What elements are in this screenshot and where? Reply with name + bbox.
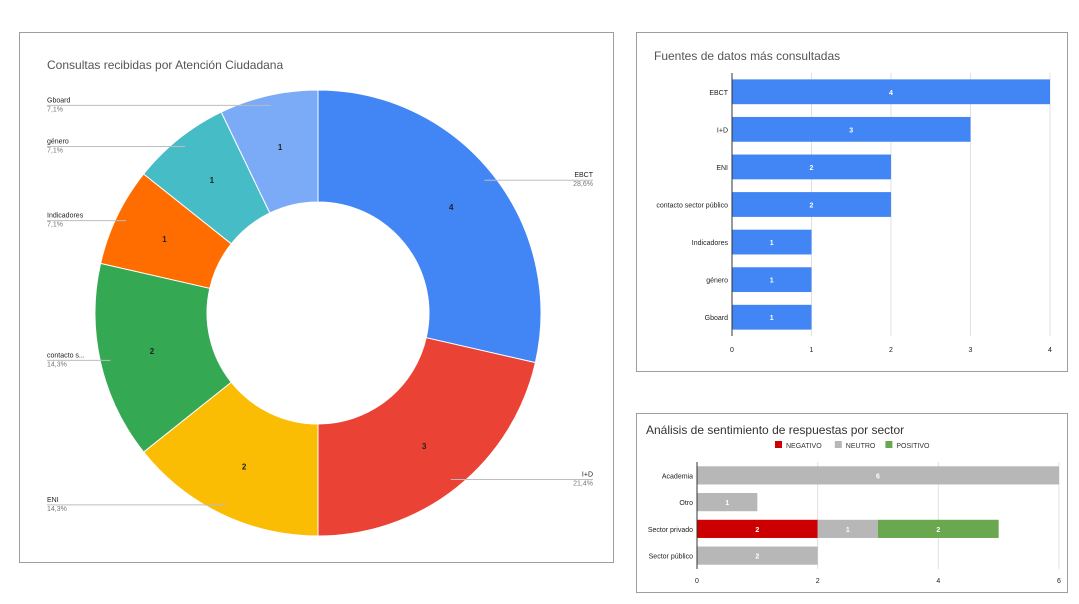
sources-bar-value-label: 2: [810, 203, 814, 210]
sources-category-label: contacto sector público: [656, 203, 728, 210]
sources-bar-value-label: 1: [770, 315, 774, 322]
sentiment-chart-title: Análisis de sentimiento de respuestas po…: [646, 423, 905, 437]
legend-label-neutro: NEUTRO: [846, 443, 876, 450]
legend-label-positivo: POSITIVO: [896, 443, 930, 450]
sentiment-bar-value-label: 1: [725, 500, 729, 507]
sources-x-tick-label: 0: [730, 347, 734, 354]
donut-slice-value-label: 2: [242, 462, 247, 471]
donut-label-name: EBCT: [574, 172, 593, 179]
sources-bar-value-label: 1: [770, 278, 774, 285]
sentiment-bar-value-label: 1: [846, 527, 850, 534]
sentiment-bar-sector-p-blico-neutro: [697, 546, 818, 565]
donut-chart-panel: Consultas recibidas por Atención Ciudada…: [19, 32, 614, 563]
sources-category-label: Gboard: [705, 315, 728, 322]
sources-bar-g-nero: [732, 267, 812, 293]
sources-bar-chart: 0 1 2 3 4 EBCT 4 I+D 3 ENI 2 contacto sector públic…: [656, 73, 1052, 354]
sentiment-bar-sector-privado-negativo: [697, 519, 818, 538]
sentiment-category-label: Sector público: [649, 554, 693, 561]
donut-slice-value-label: 1: [162, 235, 167, 244]
sentiment-x-tick-label: 6: [1057, 578, 1061, 585]
donut-label-name: género: [47, 138, 69, 145]
sentiment-bar-value-label: 2: [755, 527, 759, 534]
sources-bar-contacto-sector-p-blico: [732, 192, 891, 217]
donut-label-percent: 28,6%: [573, 181, 593, 188]
sentiment-bar-value-label: 2: [755, 554, 759, 561]
sources-bar-eni: [732, 154, 891, 180]
sentiment-x-tick-label: 0: [695, 578, 699, 585]
sentiment-stacked-bar-chart: NEGATIVO NEUTRO POSITIVO 0 2 4 6 Academia 6 Otro 1…: [648, 441, 1061, 585]
sentiment-bar-academia-neutro: [697, 466, 1059, 485]
donut-slice-value-label: 3: [422, 442, 427, 451]
legend-label-negativo: NEGATIVO: [786, 443, 822, 450]
donut-slice-value-label: 4: [449, 203, 454, 212]
donut-label-percent: 21,4%: [573, 481, 593, 488]
sources-chart-title: Fuentes de datos más consultadas: [654, 49, 841, 63]
donut-slice-ebct: [317, 89, 542, 364]
donut-slice-value-label: 1: [210, 176, 215, 185]
sources-bar-i-d: [732, 116, 971, 142]
donut-label-name: ENI: [47, 497, 59, 504]
sentiment-x-tick-label: 2: [816, 578, 820, 585]
sources-x-tick-label: 4: [1048, 347, 1052, 354]
sources-x-tick-label: 2: [889, 347, 893, 354]
legend-swatch-negativo: [775, 441, 782, 448]
donut-chart: 4 EBCT 28,6% 3 I+D 21,4% 2 ENI 14,3% 2 contacto s.…: [47, 89, 594, 537]
sentiment-bar-otro-neutro: [697, 493, 758, 512]
sentiment-x-tick-label: 4: [936, 578, 940, 585]
sentiment-bar-value-label: 6: [876, 473, 880, 480]
sentiment-bar-sector-privado-neutro: [817, 519, 878, 538]
donut-label-percent: 7,1%: [47, 106, 63, 113]
sentiment-bar-chart-panel: Análisis de sentimiento de respuestas po…: [636, 413, 1068, 593]
sentiment-bar-sector-privado-positivo: [878, 519, 999, 538]
legend-swatch-positivo: [885, 441, 893, 448]
donut-slice-eni: [142, 381, 319, 537]
donut-slice-value-label: 1: [278, 143, 283, 152]
sources-category-label: EBCT: [709, 90, 728, 97]
donut-label-percent: 7,1%: [47, 147, 63, 154]
sources-bar-value-label: 3: [849, 127, 853, 134]
sources-category-label: Indicadores: [692, 240, 729, 247]
donut-slice-contacto-sector-p-blico: [94, 262, 232, 453]
sentiment-category-label: Sector privado: [648, 527, 693, 534]
sources-bar-value-label: 4: [889, 90, 893, 97]
donut-label-name: contacto s...: [47, 352, 85, 359]
donut-label-percent: 14,3%: [47, 361, 67, 368]
sources-bar-indicadores: [732, 229, 812, 255]
donut-slice-value-label: 2: [150, 347, 155, 356]
donut-label-percent: 14,3%: [47, 506, 67, 513]
sources-bar-ebct: [732, 79, 1050, 105]
sources-category-label: género: [706, 278, 728, 285]
donut-label-name: Gboard: [47, 97, 70, 104]
sentiment-category-label: Otro: [679, 500, 693, 507]
sources-x-tick-label: 1: [810, 347, 814, 354]
sources-bar-gboard: [732, 304, 812, 330]
sentiment-bar-value-label: 2: [936, 527, 940, 534]
sentiment-category-label: Academia: [662, 473, 693, 480]
donut-label-name: Indicadores: [47, 213, 84, 220]
donut-label-name: I+D: [582, 472, 593, 479]
sources-bar-value-label: 2: [810, 165, 814, 172]
sources-bar-chart-panel: Fuentes de datos más consultadas 0 1 2 3 4 EB…: [636, 32, 1068, 372]
donut-slice-i-d: [317, 337, 537, 537]
donut-label-percent: 7,1%: [47, 222, 63, 229]
sources-category-label: I+D: [717, 127, 728, 134]
sources-x-tick-label: 3: [969, 347, 973, 354]
sources-category-label: ENI: [716, 165, 728, 172]
sources-bar-value-label: 1: [770, 240, 774, 247]
donut-chart-title: Consultas recibidas por Atención Ciudada…: [47, 58, 284, 72]
donut-slice-gboard: [220, 89, 319, 214]
legend-swatch-neutro: [834, 441, 842, 448]
